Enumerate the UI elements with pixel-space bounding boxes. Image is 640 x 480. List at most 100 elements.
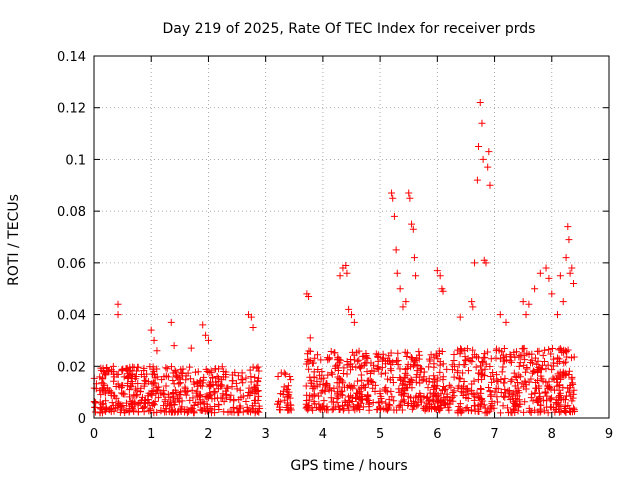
- data-point: [431, 391, 439, 399]
- data-point: [510, 389, 518, 397]
- data-point: [480, 350, 488, 358]
- data-point: [501, 385, 509, 393]
- data-point: [169, 408, 177, 416]
- data-point: [304, 406, 312, 414]
- data-point: [284, 406, 292, 414]
- data-point: [408, 220, 416, 228]
- data-point: [104, 367, 112, 375]
- data-point: [211, 409, 219, 417]
- data-point: [160, 391, 168, 399]
- data-point: [470, 396, 478, 404]
- data-point: [200, 373, 208, 381]
- data-point: [309, 359, 317, 367]
- data-point: [409, 362, 417, 370]
- data-point: [167, 318, 175, 326]
- data-point: [486, 181, 494, 189]
- data-point: [557, 401, 565, 409]
- data-point: [209, 373, 217, 381]
- data-point: [529, 359, 537, 367]
- data-point: [205, 380, 213, 388]
- data-point: [497, 375, 505, 383]
- data-point: [248, 402, 256, 410]
- data-point: [357, 371, 365, 379]
- x-tick-label: 5: [376, 427, 384, 442]
- data-point: [412, 272, 420, 280]
- data-point: [474, 407, 482, 415]
- data-point: [355, 356, 363, 364]
- y-tick-label: 0.12: [57, 102, 86, 117]
- data-point: [431, 376, 439, 384]
- data-point: [424, 384, 432, 392]
- data-point: [187, 344, 195, 352]
- data-point: [430, 372, 438, 380]
- data-point: [462, 391, 470, 399]
- x-tick-label: 4: [319, 427, 327, 442]
- data-point: [529, 367, 537, 375]
- data-point: [498, 368, 506, 376]
- data-point: [253, 407, 261, 415]
- data-point: [553, 354, 561, 362]
- data-point: [393, 269, 401, 277]
- data-point: [456, 375, 464, 383]
- data-point: [463, 345, 471, 353]
- data-point: [447, 397, 455, 405]
- data-point: [200, 400, 208, 408]
- data-point: [314, 366, 322, 373]
- data-point: [443, 394, 451, 402]
- data-point: [286, 394, 294, 402]
- data-point: [107, 391, 115, 399]
- data-point: [172, 373, 180, 381]
- data-point: [565, 367, 573, 375]
- data-point: [97, 391, 105, 399]
- data-point: [448, 361, 456, 369]
- data-point: [502, 353, 510, 361]
- data-point: [244, 392, 252, 400]
- data-point: [477, 362, 485, 370]
- data-point: [397, 376, 405, 384]
- data-point: [100, 369, 108, 377]
- data-point: [254, 374, 262, 382]
- data-point: [493, 377, 501, 385]
- data-point: [487, 392, 495, 400]
- axis-ticks: 0 1 2 3 4 5 6 7 8 9 0 0.02 0.04 0.06 0.08 0.1 0.12 0.14: [57, 50, 613, 442]
- data-point: [205, 368, 213, 376]
- data-point: [119, 390, 127, 398]
- data-point: [234, 372, 242, 380]
- data-point: [455, 402, 463, 410]
- data-point: [249, 405, 257, 413]
- data-point: [407, 375, 415, 383]
- data-point: [546, 395, 554, 403]
- data-point: [364, 354, 372, 362]
- data-point: [487, 391, 495, 399]
- data-point: [501, 393, 509, 401]
- data-point: [456, 350, 464, 358]
- data-point: [148, 370, 156, 378]
- data-point: [354, 390, 362, 398]
- data-point: [382, 399, 390, 407]
- data-point: [167, 363, 175, 371]
- data-point: [487, 355, 495, 363]
- data-point: [222, 368, 230, 376]
- data-point: [134, 408, 142, 416]
- data-point: [384, 375, 392, 383]
- data-point: [487, 405, 495, 413]
- data-point: [254, 363, 262, 371]
- data-point: [497, 409, 505, 417]
- data-point: [199, 321, 207, 329]
- data-point: [560, 348, 568, 356]
- data-point: [214, 394, 222, 402]
- data-point: [477, 385, 485, 393]
- data-point: [456, 313, 464, 321]
- data-point: [504, 404, 512, 412]
- data-point: [557, 408, 565, 416]
- data-point: [339, 391, 347, 399]
- data-point: [365, 397, 373, 405]
- data-point: [433, 267, 441, 275]
- data-point: [413, 354, 421, 362]
- data-point: [313, 377, 321, 385]
- data-point: [275, 397, 283, 405]
- data-point: [473, 389, 481, 397]
- data-point: [570, 353, 578, 361]
- data-point: [274, 373, 282, 381]
- data-point: [140, 403, 148, 411]
